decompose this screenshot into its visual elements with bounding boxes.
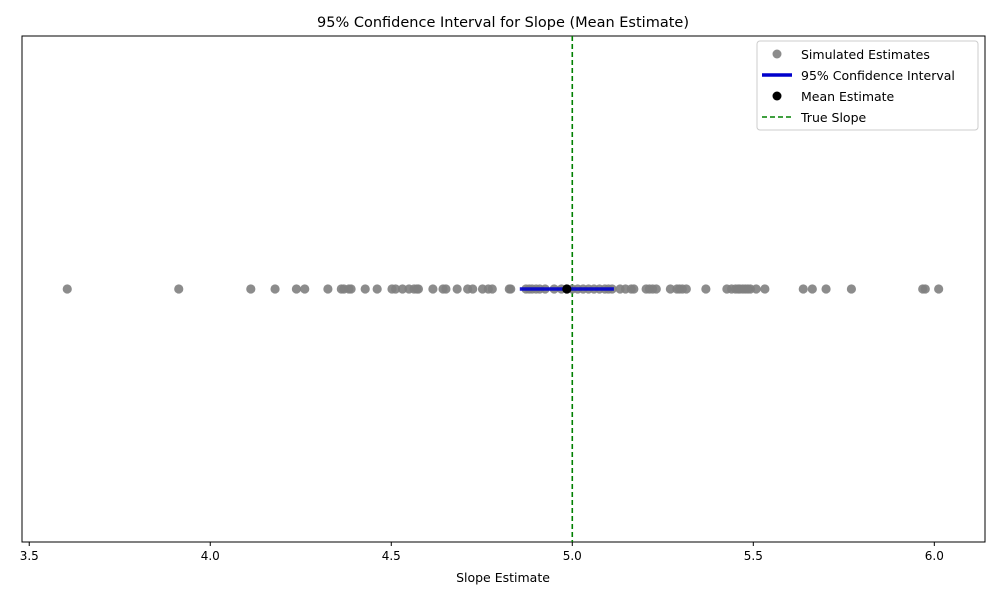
estimate-point xyxy=(174,284,184,294)
estimate-point xyxy=(246,284,256,294)
estimate-point xyxy=(397,284,408,294)
estimates-layer xyxy=(62,284,944,294)
legend-label-estimates: Simulated Estimates xyxy=(801,47,930,62)
estimate-point xyxy=(651,284,661,294)
legend-label-mean: Mean Estimate xyxy=(801,89,895,104)
chart-title: 95% Confidence Interval for Slope (Mean … xyxy=(317,15,689,31)
legend-marker-estimates xyxy=(772,49,782,59)
legend-marker-mean xyxy=(772,91,782,101)
estimate-point xyxy=(372,284,382,294)
estimate-point xyxy=(751,284,761,294)
legend: Simulated Estimates 95% Confidence Inter… xyxy=(756,40,979,131)
estimate-point xyxy=(62,284,72,294)
estimate-point xyxy=(681,284,691,294)
plot-area: 3.5 4.0 4.5 5.0 5.5 6.0 xyxy=(20,35,986,563)
legend-label-ci: 95% Confidence Interval xyxy=(801,68,955,83)
estimate-point xyxy=(701,284,711,294)
estimate-point xyxy=(920,284,930,294)
estimate-point xyxy=(760,284,770,294)
estimate-point xyxy=(487,284,497,294)
estimate-point xyxy=(821,284,831,294)
estimate-point xyxy=(300,284,310,294)
estimate-point xyxy=(346,284,356,294)
mean-layer xyxy=(562,284,572,294)
x-tick-label: 5.0 xyxy=(563,549,582,563)
x-axis-ticks: 3.5 4.0 4.5 5.0 5.5 6.0 xyxy=(20,542,944,563)
estimate-point xyxy=(428,284,438,294)
estimate-point xyxy=(291,284,302,294)
x-tick-label: 5.5 xyxy=(744,549,763,563)
legend-box xyxy=(756,40,979,131)
mean-estimate-point xyxy=(562,284,572,294)
estimate-point xyxy=(506,284,516,294)
x-axis-label: Slope Estimate xyxy=(456,570,550,585)
estimate-point xyxy=(270,284,280,294)
estimate-point xyxy=(441,284,451,294)
estimate-point xyxy=(629,284,639,294)
estimate-point xyxy=(934,284,944,294)
estimate-point xyxy=(413,284,424,294)
plot-frame xyxy=(21,35,986,543)
estimate-point xyxy=(452,284,462,294)
estimate-point xyxy=(323,284,333,294)
estimate-point xyxy=(391,284,401,294)
x-tick-label: 3.5 xyxy=(20,549,39,563)
estimate-point xyxy=(807,284,817,294)
estimate-point xyxy=(798,284,808,294)
estimate-point xyxy=(665,284,675,294)
legend-label-true-slope: True Slope xyxy=(800,110,867,125)
x-tick-label: 6.0 xyxy=(925,549,944,563)
estimate-point xyxy=(468,284,478,294)
x-tick-label: 4.5 xyxy=(382,549,401,563)
x-tick-label: 4.0 xyxy=(201,549,220,563)
estimate-point xyxy=(846,284,857,294)
estimate-point xyxy=(360,284,370,294)
